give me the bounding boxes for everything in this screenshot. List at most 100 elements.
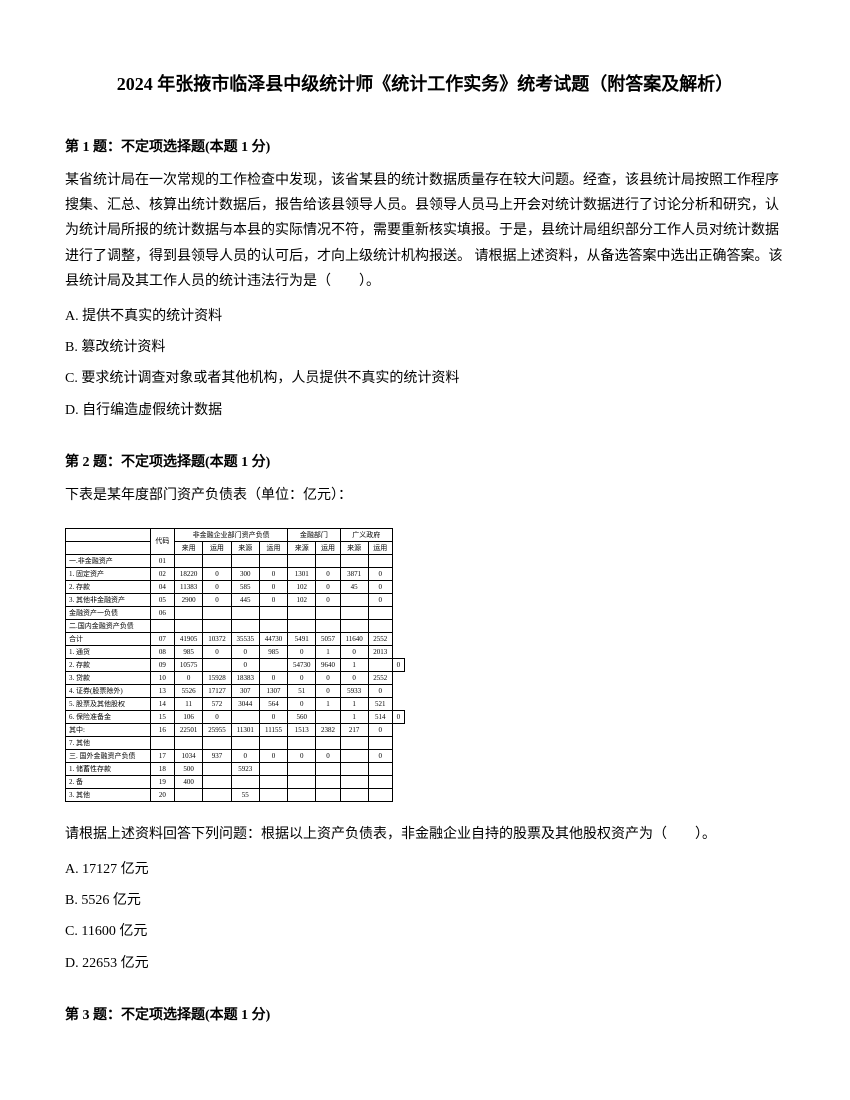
table-cell: 0 [316, 567, 340, 580]
table-cell: 广义政府 [340, 528, 392, 541]
table-cell [288, 762, 316, 775]
table-cell [340, 619, 368, 632]
table-cell: 13 [150, 684, 174, 697]
table-cell: 307 [231, 684, 259, 697]
q1-option-d: D. 自行编造虚假统计数据 [65, 398, 785, 423]
q2-option-b: B. 5526 亿元 [65, 888, 785, 913]
table-cell: 非金融企业部门资产负债 [175, 528, 288, 541]
table-cell: 44730 [259, 632, 287, 645]
table-cell [259, 619, 287, 632]
table-cell: 0 [203, 645, 231, 658]
table-cell: 5. 股票及其他股权 [66, 697, 151, 710]
table-cell: 11301 [231, 723, 259, 736]
table-cell: 0 [231, 645, 259, 658]
table-cell: 运用 [259, 541, 287, 554]
table-cell: 三. 国外金融资产负债 [66, 749, 151, 762]
balance-sheet-table-container: 代码 非金融企业部门资产负债 金融部门 广义政府 来用 运用 来源 运用 来源 … [65, 528, 785, 802]
table-cell: 0 [368, 749, 392, 762]
table-cell [368, 658, 392, 671]
table-cell: 2. 存款 [66, 658, 151, 671]
table-cell: 22501 [175, 723, 203, 736]
table-cell: 1. 通货 [66, 645, 151, 658]
table-cell: 2382 [316, 723, 340, 736]
table-cell: 0 [259, 593, 287, 606]
table-cell: 54730 [288, 658, 316, 671]
table-cell [259, 788, 287, 801]
table-cell: 937 [203, 749, 231, 762]
table-cell: 0 [288, 671, 316, 684]
table-cell [231, 606, 259, 619]
table-cell [368, 619, 392, 632]
table-cell: 41905 [175, 632, 203, 645]
table-cell: 0 [259, 749, 287, 762]
table-cell: 10575 [175, 658, 203, 671]
table-cell: 564 [259, 697, 287, 710]
table-cell: 18220 [175, 567, 203, 580]
table-cell: 2552 [368, 632, 392, 645]
table-cell: 5491 [288, 632, 316, 645]
table-cell [203, 762, 231, 775]
table-cell: 0 [316, 671, 340, 684]
table-cell: 1. 固定资产 [66, 567, 151, 580]
table-cell [368, 606, 392, 619]
table-cell: 5057 [316, 632, 340, 645]
balance-sheet-table: 代码 非金融企业部门资产负债 金融部门 广义政府 来用 运用 来源 运用 来源 … [65, 528, 405, 802]
table-cell: 05 [150, 593, 174, 606]
table-cell: 07 [150, 632, 174, 645]
q1-option-b: B. 篡改统计资料 [65, 335, 785, 360]
table-cell [203, 606, 231, 619]
table-cell: 0 [368, 593, 392, 606]
table-cell: 02 [150, 567, 174, 580]
table-cell: 0 [259, 671, 287, 684]
table-cell: 7. 其他 [66, 736, 151, 749]
table-cell [259, 762, 287, 775]
table-cell [288, 775, 316, 788]
table-cell: 0 [175, 671, 203, 684]
table-cell [368, 554, 392, 567]
table-cell [203, 775, 231, 788]
table-cell: 01 [150, 554, 174, 567]
table-cell: 1307 [259, 684, 287, 697]
table-cell [316, 619, 340, 632]
table-cell: 572 [203, 697, 231, 710]
table-cell [203, 554, 231, 567]
table-cell: 0 [368, 723, 392, 736]
table-cell: 0 [259, 580, 287, 593]
table-cell [175, 788, 203, 801]
table-cell: 14 [150, 697, 174, 710]
table-cell: 2013 [368, 645, 392, 658]
table-cell: 0 [316, 749, 340, 762]
table-cell: 0 [340, 645, 368, 658]
table-cell: 来源 [288, 541, 316, 554]
table-cell [316, 762, 340, 775]
table-cell: 17 [150, 749, 174, 762]
q1-header: 第 1 题：不定项选择题(本题 1 分) [65, 136, 785, 156]
table-cell: 11640 [340, 632, 368, 645]
table-cell: 0 [316, 593, 340, 606]
table-cell: 二.国内金融资产负债 [66, 619, 151, 632]
table-cell: 1. 储蓄性存款 [66, 762, 151, 775]
table-cell: 金融部门 [288, 528, 341, 541]
table-cell: 11 [175, 697, 203, 710]
table-cell [340, 554, 368, 567]
table-cell [203, 788, 231, 801]
table-cell: 其中: [66, 723, 151, 736]
table-cell: 合计 [66, 632, 151, 645]
table-cell: 1 [316, 645, 340, 658]
table-cell [66, 541, 151, 554]
table-cell: 0 [368, 567, 392, 580]
table-cell [288, 554, 316, 567]
table-cell: 0 [392, 710, 404, 723]
table-cell [368, 788, 392, 801]
q2-option-a: A. 17127 亿元 [65, 857, 785, 882]
table-cell: 3. 贷款 [66, 671, 151, 684]
table-cell: 15 [150, 710, 174, 723]
table-cell: 51 [288, 684, 316, 697]
table-cell: 300 [231, 567, 259, 580]
table-cell: 985 [259, 645, 287, 658]
table-cell [368, 762, 392, 775]
table-cell: 0 [288, 697, 316, 710]
table-cell: 1 [316, 697, 340, 710]
q2-option-d: D. 22653 亿元 [65, 951, 785, 976]
page-title: 2024 年张掖市临泽县中级统计师《统计工作实务》统考试题（附答案及解析） [65, 70, 785, 96]
